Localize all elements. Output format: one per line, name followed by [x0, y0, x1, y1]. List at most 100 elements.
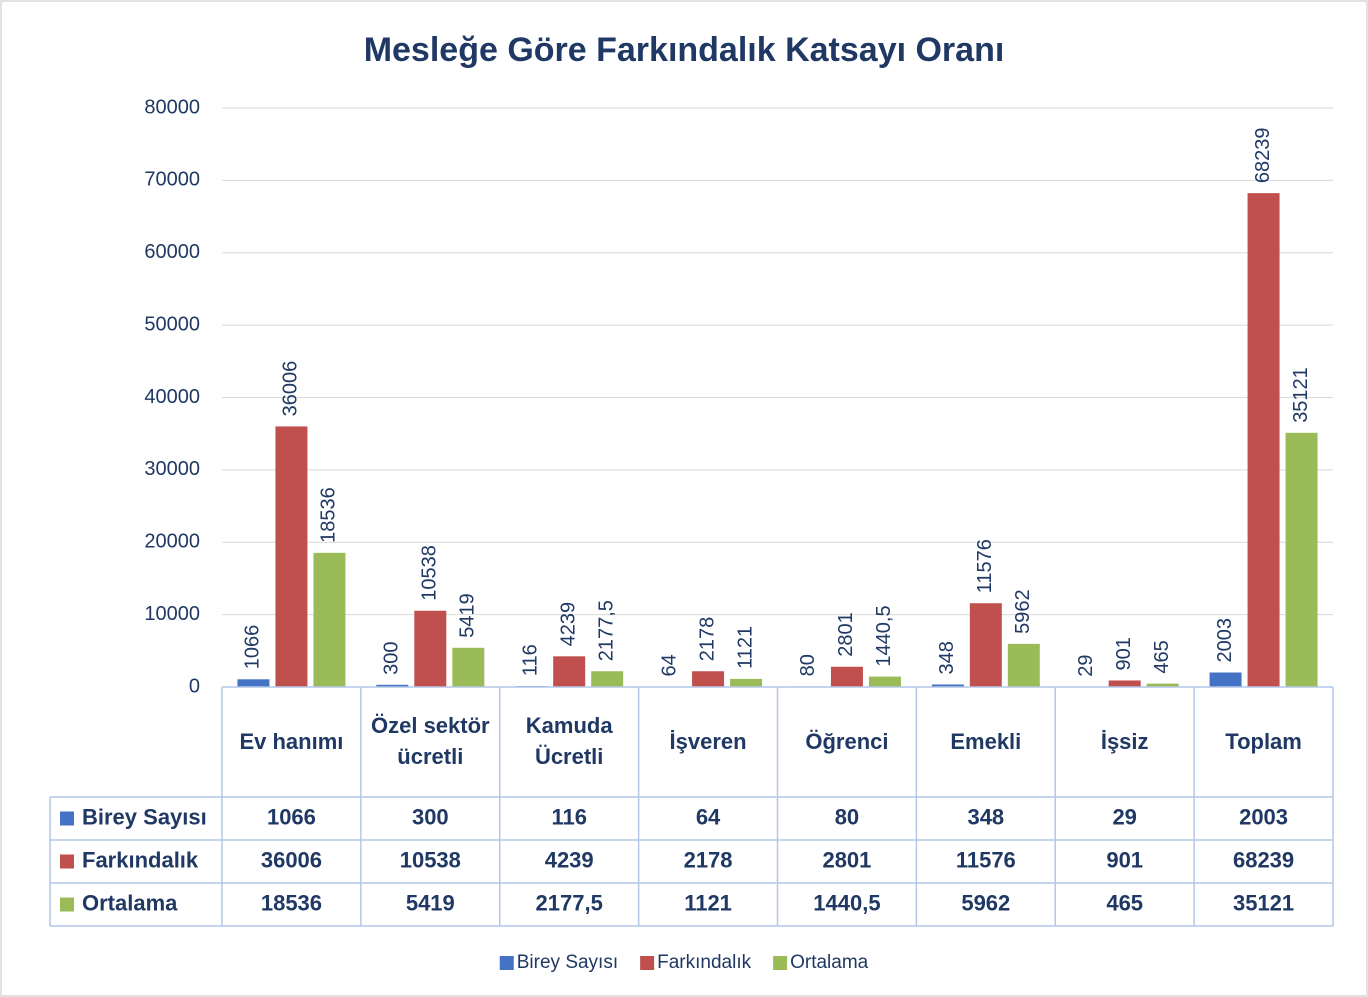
x-tick-label: İşsiz: [1100, 728, 1149, 754]
x-tick-label: Öğrenci: [805, 728, 889, 754]
bar: [1146, 683, 1179, 687]
y-tick-label: 60000: [144, 241, 200, 263]
bar: [1285, 432, 1318, 687]
table-row-header: Farkındalık: [82, 847, 199, 872]
bar: [931, 684, 964, 687]
bar: [237, 679, 270, 687]
bar: [275, 426, 308, 687]
data-label: 2801: [835, 612, 857, 657]
table-cell: 1440,5: [813, 890, 880, 915]
data-label: 2177,5: [595, 600, 617, 661]
bar: [1247, 193, 1280, 687]
y-tick-label: 0: [189, 675, 200, 697]
table-legend-key: [60, 854, 74, 869]
legend-label: Farkındalık: [657, 952, 751, 973]
category-cell: İşsiz: [1100, 728, 1149, 754]
table-cell: 2003: [1239, 804, 1288, 829]
bar: [1108, 680, 1141, 687]
table-cell: 2178: [684, 847, 733, 872]
data-label: 2178: [696, 617, 718, 662]
data-label: 901: [1113, 637, 1135, 670]
data-label: 1121: [734, 626, 756, 669]
bar: [452, 647, 485, 687]
data-label: 11576: [974, 539, 996, 593]
table-cell: 1066: [267, 804, 316, 829]
x-tick-label: Emekli: [950, 728, 1022, 754]
table-cell: 2801: [822, 847, 871, 872]
data-label: 10538: [419, 545, 441, 601]
bar: [591, 671, 624, 687]
x-tick-label: Toplam: [1225, 728, 1302, 754]
table-cell: 5419: [406, 890, 455, 915]
data-label: 2003: [1214, 618, 1236, 663]
table-row-header: Ortalama: [82, 890, 178, 915]
bar: [969, 603, 1002, 687]
table-cell: 64: [696, 804, 721, 829]
legend-key: [773, 956, 788, 970]
table-cell: 80: [835, 804, 859, 829]
table-cell: 4239: [545, 847, 594, 872]
y-tick-label: 80000: [144, 96, 200, 118]
data-label: 465: [1151, 640, 1173, 673]
y-tick-label: 20000: [144, 531, 200, 553]
table-cell: 29: [1112, 804, 1136, 829]
legend: Birey Sayısı Farkındalık Ortalama: [499, 952, 869, 973]
data-label: 68239: [1252, 127, 1274, 183]
table-cell: 1121: [684, 890, 732, 915]
x-tick-label: Ev hanımı: [239, 728, 344, 754]
bar: [868, 676, 901, 687]
y-tick-label: 40000: [144, 386, 200, 408]
table-cell: 11576: [956, 847, 1016, 872]
table-cell: 10538: [400, 847, 461, 872]
table-cell: 35121: [1233, 890, 1294, 915]
legend-label: Birey Sayısı: [517, 952, 618, 973]
table-legend-key: [60, 811, 74, 826]
table-cell: 36006: [261, 847, 322, 872]
table-cell: 18536: [261, 890, 322, 915]
table-legend-key: [60, 897, 74, 912]
data-label: 300: [381, 641, 403, 674]
bar: [313, 552, 346, 687]
bar: [692, 671, 725, 687]
legend-key: [499, 956, 514, 970]
bar: [414, 610, 447, 687]
table-cell: 300: [412, 804, 449, 829]
category-cell: Emekli: [950, 728, 1022, 754]
data-label: 5419: [457, 593, 479, 638]
category-cell: Kamuda Ücretli: [526, 713, 613, 769]
table-cell: 2177,5: [536, 890, 603, 915]
bar: [376, 684, 409, 687]
table-cell: 68239: [1233, 847, 1294, 872]
category-cell: Öğrenci: [805, 728, 889, 754]
y-tick-label: 10000: [144, 603, 200, 625]
data-label: 80: [797, 654, 819, 676]
data-label: 116: [519, 644, 541, 676]
data-label: 4239: [557, 602, 579, 647]
data-label: 64: [658, 654, 680, 676]
table-cell: 116: [551, 804, 587, 829]
legend-label: Ortalama: [790, 952, 869, 973]
data-label: 36006: [280, 361, 302, 417]
data-label: 18536: [318, 487, 340, 543]
y-tick-label: 50000: [144, 313, 200, 335]
data-label: 35121: [1290, 367, 1312, 423]
category-cell: Özel sektör ücretli: [371, 713, 490, 769]
legend-key: [640, 956, 655, 970]
data-label: 348: [936, 641, 958, 674]
category-cell: Ev hanımı: [239, 728, 344, 754]
table-cell: 5962: [961, 890, 1010, 915]
y-tick-label: 30000: [144, 458, 200, 480]
chart-title: Mesleğe Göre Farkındalık Katsayı Oranı: [364, 31, 1005, 69]
table-row-header: Birey Sayısı: [82, 804, 207, 829]
table-cell: 348: [967, 804, 1004, 829]
data-label: 1066: [242, 625, 264, 670]
table-cell: 901: [1106, 847, 1143, 872]
x-tick-label: Özel sektör ücretli: [371, 713, 490, 769]
category-cell: İşveren: [670, 729, 747, 754]
table-cell: 465: [1106, 890, 1143, 915]
data-label: 29: [1075, 655, 1097, 677]
bar: [1007, 643, 1040, 687]
y-tick-label: 70000: [144, 169, 200, 191]
